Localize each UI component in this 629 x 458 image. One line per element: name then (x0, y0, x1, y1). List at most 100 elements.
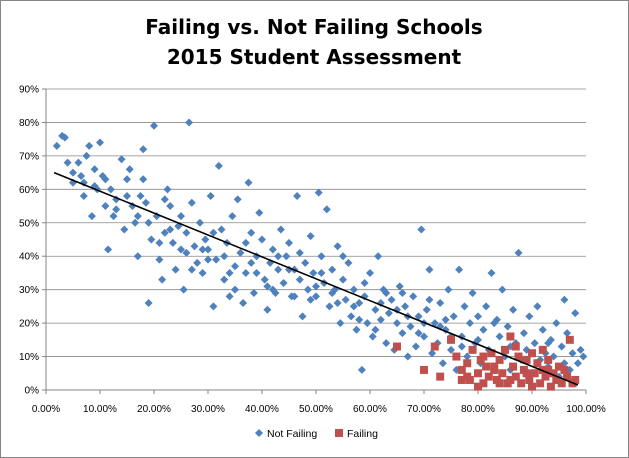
not-failing-point (352, 325, 361, 334)
not-failing-point (317, 268, 326, 277)
failing-point (484, 372, 493, 381)
not-failing-point (276, 225, 285, 234)
not-failing-point (465, 319, 474, 328)
failing-point (468, 345, 477, 354)
not-failing-point (217, 225, 226, 234)
not-failing-point (131, 218, 140, 227)
not-failing-point (447, 345, 455, 354)
not-failing-point (177, 245, 185, 254)
not-failing-point (85, 141, 94, 150)
not-failing-point (376, 315, 385, 324)
not-failing-point (155, 238, 164, 247)
x-tick-label: 30.00% (191, 404, 225, 415)
x-tick-label: 70.00% (407, 404, 441, 415)
not-failing-point (557, 342, 566, 351)
not-failing-point (317, 252, 326, 261)
not-failing-point (498, 285, 507, 294)
not-failing-point (228, 212, 237, 221)
not-failing-point (128, 202, 137, 211)
failing-point (506, 375, 515, 384)
not-failing-point (420, 332, 428, 341)
not-failing-point (163, 185, 172, 194)
not-failing-point (306, 232, 315, 241)
failing-point (501, 345, 509, 354)
not-failing-point (414, 312, 423, 321)
y-tick-label: 50% (19, 218, 39, 229)
failing-point (495, 355, 504, 364)
not-failing-point (166, 202, 175, 211)
not-failing-point (344, 258, 353, 267)
not-failing-point (339, 252, 347, 261)
failing-point (482, 362, 491, 371)
failing-point (571, 375, 580, 384)
failing-point (517, 379, 526, 388)
failing-point (463, 359, 472, 368)
not-failing-point (225, 268, 234, 277)
not-failing-point (363, 319, 372, 328)
not-failing-point (301, 258, 310, 267)
not-failing-point (422, 305, 431, 314)
not-failing-point (519, 329, 528, 338)
not-failing-point (247, 258, 256, 267)
axes: 0% 10% 20% 30% 40% 50% 60% 70% 80% 90% 0.00% 10.00%… (19, 85, 606, 416)
not-failing-point (268, 245, 277, 254)
not-failing-point (195, 218, 204, 227)
not-failing-point (409, 292, 418, 301)
failing-point (420, 365, 428, 374)
not-failing-point (90, 165, 99, 174)
not-failing-point (571, 309, 580, 318)
not-failing-point (279, 278, 288, 287)
failing-point (544, 355, 553, 364)
not-failing-point (328, 265, 337, 274)
not-failing-point (374, 252, 383, 261)
not-failing-point (371, 305, 380, 314)
not-failing-point (241, 238, 250, 247)
not-failing-point (298, 312, 307, 321)
not-failing-point (474, 312, 482, 321)
not-failing-point (60, 133, 69, 142)
not-failing-point (82, 151, 91, 160)
failing-point (487, 349, 496, 358)
not-failing-point (160, 195, 169, 204)
failing-point (479, 379, 488, 388)
not-failing-point (430, 319, 439, 328)
not-failing-point (77, 171, 86, 180)
x-tick-label: 50.00% (299, 404, 333, 415)
not-failing-point (312, 292, 320, 301)
not-failing-point (144, 218, 153, 227)
not-failing-point (314, 188, 323, 197)
not-failing-point (198, 268, 207, 277)
not-failing-point (579, 352, 588, 361)
failing-point (522, 369, 531, 378)
failing-point (495, 379, 504, 388)
failing-point (457, 375, 466, 384)
not-failing-point (333, 242, 342, 251)
not-failing-point (193, 258, 202, 267)
not-failing-point (463, 352, 472, 361)
not-failing-point (309, 268, 318, 277)
not-failing-point (241, 268, 250, 277)
not-failing-point (139, 145, 148, 154)
failing-point (560, 365, 569, 374)
not-failing-point (382, 289, 391, 298)
failing-point (474, 369, 482, 378)
failing-point (549, 369, 558, 378)
not-failing-point (117, 155, 126, 164)
not-failing-point (69, 168, 77, 177)
not-failing-point (166, 225, 175, 234)
not-failing-point (255, 208, 264, 217)
failing-point (506, 332, 515, 341)
not-failing-point (204, 255, 212, 264)
trendline-group (53, 171, 579, 386)
not-failing-point (347, 312, 356, 321)
not-failing-point (371, 325, 380, 334)
not-failing-point (560, 295, 569, 304)
not-failing-point (393, 319, 401, 328)
not-failing-point (179, 285, 188, 294)
not-failing-point (398, 289, 407, 298)
not-failing-point (123, 175, 131, 184)
not-failing-point (336, 319, 345, 328)
not-failing-point (355, 315, 364, 324)
y-tick-label: 90% (19, 85, 39, 96)
